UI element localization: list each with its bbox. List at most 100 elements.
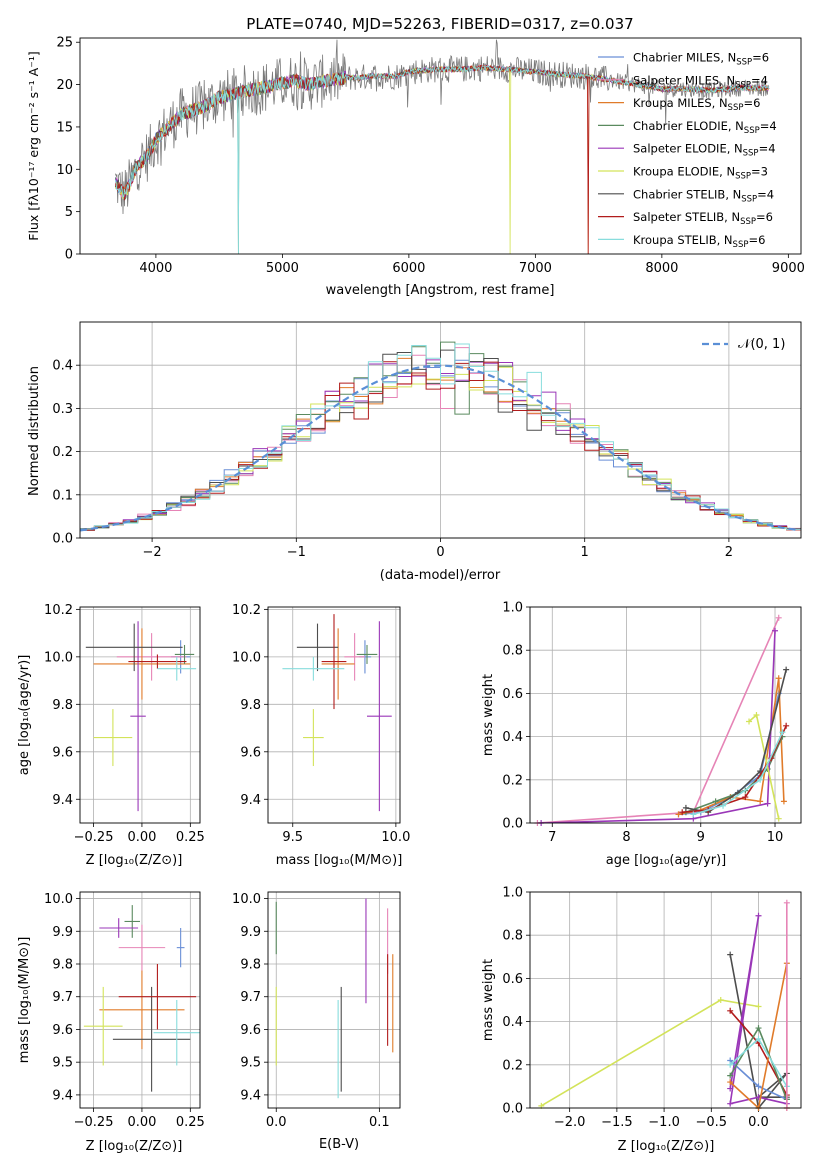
x-tick-label: 0.0	[266, 1115, 287, 1130]
legend-entry: Chabrier ELODIE, NSSP=4	[633, 119, 777, 136]
x-tick-label: 7000	[519, 261, 552, 276]
y-tick-label: 15	[56, 120, 73, 135]
y-tick-label: 9.8	[52, 958, 73, 973]
x-tick-label: −0.5	[696, 1115, 728, 1130]
weight-z-ylabel: mass weight	[481, 959, 496, 1041]
legend-entry-value: =4	[759, 142, 776, 156]
spectrum-panel: 4000 5000 6000 7000 8000 9000 0 5 10 15 20 25 Chabri…	[56, 36, 804, 276]
y-tick-label: 10.0	[232, 892, 261, 907]
x-tick-label: 10	[767, 830, 784, 845]
x-tick-label: −2.0	[554, 1115, 586, 1130]
axes-frame	[267, 606, 401, 824]
y-tick-label: 0.2	[52, 445, 73, 460]
weight-point-marker	[727, 1061, 734, 1068]
y-tick-label: 9.6	[52, 1023, 73, 1038]
spectrum-xlabel: wavelength [Angstrom, rest frame]	[326, 283, 555, 298]
weight-point-marker	[755, 1025, 762, 1032]
x-tick-label: 9	[697, 830, 705, 845]
legend-entry-text: Chabrier MILES, N	[633, 51, 736, 65]
weight-point-marker	[679, 809, 686, 816]
x-tick-label: 0.00	[127, 1115, 156, 1130]
y-tick-label: 0.4	[52, 359, 73, 374]
y-tick-label: 9.8	[240, 698, 261, 713]
axes-frame	[79, 321, 802, 539]
y-tick-label: 10.2	[44, 603, 73, 618]
y-tick-label: 9.5	[240, 1056, 261, 1071]
x-tick-label: 7	[548, 830, 556, 845]
residuals-xlabel: (data-model)/error	[380, 568, 501, 583]
weight-point-marker	[775, 815, 782, 822]
weight-point-marker	[727, 1100, 734, 1107]
legend-entry-value: =6	[748, 233, 765, 247]
y-tick-label: 0.0	[52, 532, 73, 547]
y-tick-label: 9.5	[52, 1056, 73, 1071]
weight-point-marker	[755, 1083, 762, 1090]
weight-point-marker	[746, 718, 753, 725]
x-tick-label: 0.00	[127, 830, 156, 845]
x-tick-label: 2	[725, 545, 733, 560]
x-tick-label: 4000	[139, 261, 172, 276]
mass-vs-ebv-panel: 0.0 0.1 9.4 9.5 9.6 9.7 9.8 9.9 10.0	[232, 891, 401, 1130]
mass-z-ylabel: mass [log₁₀(M/M⊙)]	[17, 937, 32, 1064]
x-tick-label: 9.5	[282, 830, 303, 845]
mass-vs-metallicity-panel: −0.25 0.00 0.25 9.4 9.5 9.6 9.7 9.8 9.9 10.0	[44, 891, 205, 1130]
x-tick-label: −1.0	[648, 1115, 680, 1130]
legend-entry-subscript: SSP	[744, 126, 760, 136]
y-tick-label: 0.2	[502, 773, 523, 788]
y-tick-label: 9.7	[240, 990, 261, 1005]
weight-point-marker	[742, 794, 749, 801]
weight-age-ylabel: mass weight	[481, 674, 496, 756]
x-tick-label: 5000	[266, 261, 299, 276]
weight-point-marker	[783, 899, 790, 906]
axes-frame	[79, 606, 201, 824]
x-tick-label: −1	[287, 545, 306, 560]
x-tick-label: 0	[436, 545, 444, 560]
weight-point-marker	[764, 800, 771, 807]
y-tick-label: 0.6	[502, 687, 523, 702]
legend-entry-text: Chabrier STELIB, N	[633, 187, 741, 201]
legend-entry: Salpeter ELODIE, NSSP=4	[633, 142, 776, 159]
weight-point-marker	[727, 1007, 734, 1014]
weight-point-marker	[779, 729, 786, 736]
y-tick-label: 10.0	[44, 650, 73, 665]
x-tick-label: 6000	[392, 261, 425, 276]
x-tick-label: 0.0	[748, 1115, 769, 1130]
x-tick-label: −2	[143, 545, 162, 560]
y-tick-label: 9.4	[240, 1088, 261, 1103]
x-tick-label: 9000	[772, 261, 805, 276]
y-tick-label: 0.0	[502, 817, 523, 832]
y-tick-label: 0.6	[502, 972, 523, 987]
legend-entry-subscript: SSP	[735, 172, 751, 182]
mass-z-xlabel: Z [log₁₀(Z/Z⊙)]	[86, 1139, 183, 1154]
weight-point-marker	[712, 798, 719, 805]
weight-vs-age-panel: 7 8 9 10 0.0 0.2 0.4 0.6 0.8 1.0	[502, 601, 802, 845]
y-tick-label: 0.2	[502, 1058, 523, 1073]
y-tick-label: 0.4	[502, 730, 523, 745]
legend-entry: Kroupa STELIB, NSSP=6	[633, 233, 765, 250]
weight-point-marker	[717, 997, 724, 1003]
normal-curve	[80, 364, 799, 532]
age-mass-xlabel: mass [log₁₀(M/M⊙)]	[276, 853, 403, 868]
legend-entry-text: Chabrier ELODIE, N	[633, 119, 744, 133]
residuals-panel: −2 −1 0 1 2 0.0 0.1 0.2 0.3 0.4	[52, 321, 802, 560]
age-vs-metallicity-panel: −0.25 0.00 0.25 9.4 9.6 9.8 10.0 10.2	[44, 603, 205, 845]
y-tick-label: 9.8	[52, 698, 73, 713]
weight-age-xlabel: age [log₁₀(age/yr)]	[606, 853, 727, 868]
y-tick-label: 10.0	[232, 650, 261, 665]
weight-point-marker	[753, 712, 760, 718]
y-tick-label: 9.9	[240, 925, 261, 940]
weight-point-marker	[727, 1079, 734, 1086]
weight-point-marker	[772, 627, 779, 634]
age-z-xlabel: Z [log₁₀(Z/Z⊙)]	[86, 853, 183, 868]
y-tick-label: 9.4	[52, 793, 73, 808]
y-tick-label: 10.0	[44, 892, 73, 907]
weight-point-marker	[757, 776, 764, 783]
weight-point-marker	[727, 951, 734, 958]
x-tick-label: 0.1	[369, 1115, 390, 1130]
x-tick-label: 8000	[645, 261, 678, 276]
weight-point-marker	[783, 722, 790, 729]
legend-entry-text: Kroupa ELODIE, N	[633, 165, 735, 179]
y-tick-label: 0	[65, 248, 73, 263]
legend-entry: Chabrier STELIB, NSSP=4	[633, 187, 774, 204]
